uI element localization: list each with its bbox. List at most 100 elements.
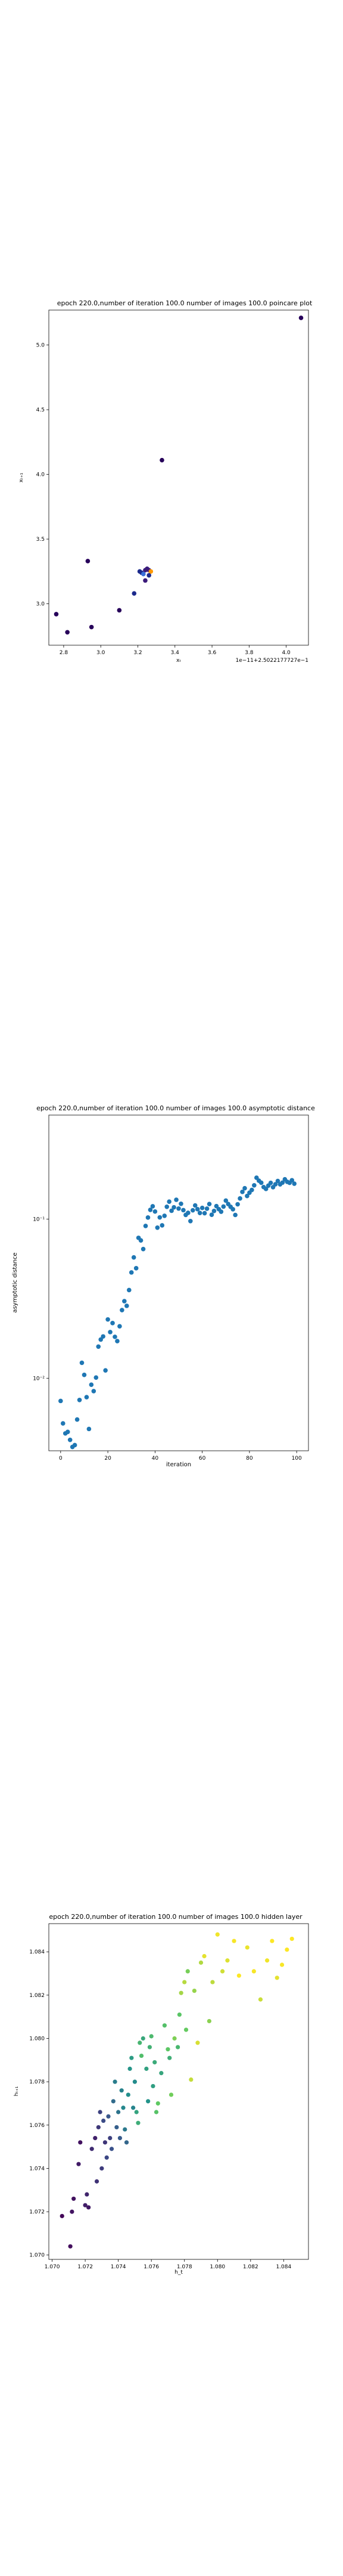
- poincare-offset-label: 1e−11+2.5022177727e−1: [236, 658, 308, 664]
- asymptotic-point: [77, 1397, 82, 1402]
- asymptotic-point: [133, 1266, 139, 1271]
- hidden-layer-point: [279, 1962, 285, 1967]
- y-tick-label: 1.076: [29, 2123, 45, 2129]
- asymptotic-point: [202, 1210, 207, 1216]
- hidden-layer-point: [114, 2125, 119, 2130]
- x-tick-label: 4.0: [282, 650, 291, 656]
- hidden-layer-point: [141, 2036, 145, 2041]
- asymptotic-point: [169, 1208, 174, 1213]
- hidden-layer-point: [109, 2147, 114, 2151]
- x-tick-label: 0: [59, 1456, 63, 1462]
- y-tick-label: 1.082: [29, 1993, 45, 1999]
- asymptotic-point: [172, 1205, 176, 1210]
- hidden-layer-point: [189, 2077, 194, 2082]
- asymptotic-point: [120, 1308, 124, 1312]
- hidden-layer-point: [225, 1958, 230, 1963]
- hidden-layer-point: [182, 1980, 187, 1984]
- hidden-layer-point: [127, 2066, 132, 2071]
- asymptotic-point: [115, 1339, 120, 1343]
- hidden-layer-point: [169, 2092, 174, 2097]
- hidden-layer-point: [215, 1932, 220, 1937]
- hidden-title: epoch 220.0,number of iteration 100.0 nu…: [49, 1913, 303, 1921]
- asymptotic-point: [238, 1196, 242, 1201]
- hidden-layer-point: [117, 2135, 123, 2141]
- asymptotic-point: [148, 1208, 153, 1212]
- asymptotic-point: [188, 1218, 193, 1224]
- poincare-point: [85, 559, 91, 564]
- poincare-point: [298, 315, 304, 320]
- hidden-layer-point: [116, 2110, 121, 2114]
- poincare-ylabel: xₜ₊₁: [18, 472, 24, 482]
- asymptotic-point: [179, 1201, 183, 1206]
- asymptotic-point: [233, 1212, 238, 1218]
- hidden-layer-point: [154, 2110, 159, 2114]
- y-tick-label: 1.080: [29, 2036, 45, 2042]
- x-tick-label: 1.070: [45, 2264, 60, 2270]
- hidden-layer-point: [172, 2036, 177, 2041]
- poincare-axes-frame: [48, 309, 309, 646]
- asymptotic-point: [108, 1330, 113, 1335]
- asymptotic-point: [167, 1199, 172, 1205]
- hidden-layer-point: [275, 1976, 279, 1980]
- hidden-layer-point: [183, 2027, 189, 2032]
- hidden-layer-point: [132, 2079, 138, 2084]
- y-tick-label: 1.074: [29, 2166, 45, 2172]
- asymptotic-point: [122, 1299, 127, 1304]
- asymptotic-point: [79, 1360, 85, 1366]
- hidden-layer-point: [236, 1973, 241, 1978]
- x-tick-label: 100: [292, 1456, 302, 1462]
- hidden-layer-point: [94, 2179, 99, 2184]
- poincare-point: [137, 569, 142, 574]
- asymptotic-point: [117, 1324, 122, 1329]
- x-tick-label: 3.4: [171, 650, 180, 656]
- asymptotic-point: [143, 1224, 148, 1228]
- hidden-layer-point: [131, 2106, 136, 2110]
- poincare-point: [132, 591, 137, 596]
- x-tick-label: 1.084: [276, 2264, 291, 2270]
- hidden-layer-point: [144, 2066, 149, 2071]
- hidden-layer-plot: epoch 220.0,number of iteration 100.0 nu…: [14, 1913, 309, 2275]
- hidden-layer-point: [195, 2041, 200, 2045]
- asymptotic-point: [280, 1180, 285, 1185]
- asymptotic-point: [245, 1193, 250, 1199]
- hidden-layer-point: [146, 2099, 151, 2104]
- asymptotic-point: [211, 1209, 217, 1213]
- asymptotic-point: [105, 1317, 110, 1322]
- y-tick-label: 1.084: [29, 1949, 45, 1955]
- asymptotic-point: [58, 1398, 63, 1404]
- x-tick-label: 1.076: [144, 2264, 159, 2270]
- x-tick-label: 40: [152, 1456, 159, 1462]
- hidden-layer-point: [210, 1980, 215, 1984]
- asymptotic-point: [192, 1203, 198, 1208]
- y-tick-label: 4.5: [36, 407, 45, 413]
- hidden-layer-point: [124, 2140, 129, 2145]
- asymptotic-point: [152, 1209, 158, 1214]
- asymptotic-point: [103, 1368, 108, 1373]
- y-tick-label: 5.0: [36, 343, 45, 349]
- hidden-layer-point: [93, 2135, 98, 2141]
- hidden-layer-point: [71, 2196, 76, 2201]
- hidden-layer-point: [119, 2088, 124, 2093]
- hidden-layer-point: [220, 1969, 225, 1974]
- x-tick-label: 1.074: [111, 2264, 126, 2270]
- hidden-layer-point: [198, 1960, 204, 1965]
- hidden-ylabel: hₜ₊₁: [14, 2086, 20, 2096]
- y-tick-label: 3.5: [36, 537, 45, 543]
- asymptotic-title: epoch 220.0,number of iteration 100.0 nu…: [36, 1104, 315, 1112]
- hidden-layer-point: [152, 2060, 157, 2065]
- poincare-point: [148, 569, 154, 574]
- asymptotic-point: [65, 1429, 70, 1435]
- asymptotic-points: [58, 1175, 297, 1450]
- asymptotic-point: [214, 1203, 219, 1209]
- poincare-points: [54, 315, 304, 635]
- hidden-layer-point: [106, 2114, 111, 2119]
- y-tick-label: 10⁻¹: [33, 1216, 45, 1222]
- asymptotic-axes-frame: [48, 1114, 309, 1451]
- hidden-layer-point: [289, 1936, 294, 1942]
- asymptotic-point: [289, 1178, 295, 1183]
- asymptotic-point: [96, 1344, 101, 1349]
- asymptotic-point: [190, 1208, 195, 1213]
- poincare-point: [143, 578, 148, 583]
- asymptotic-point: [235, 1202, 240, 1207]
- poincare-point: [117, 608, 122, 613]
